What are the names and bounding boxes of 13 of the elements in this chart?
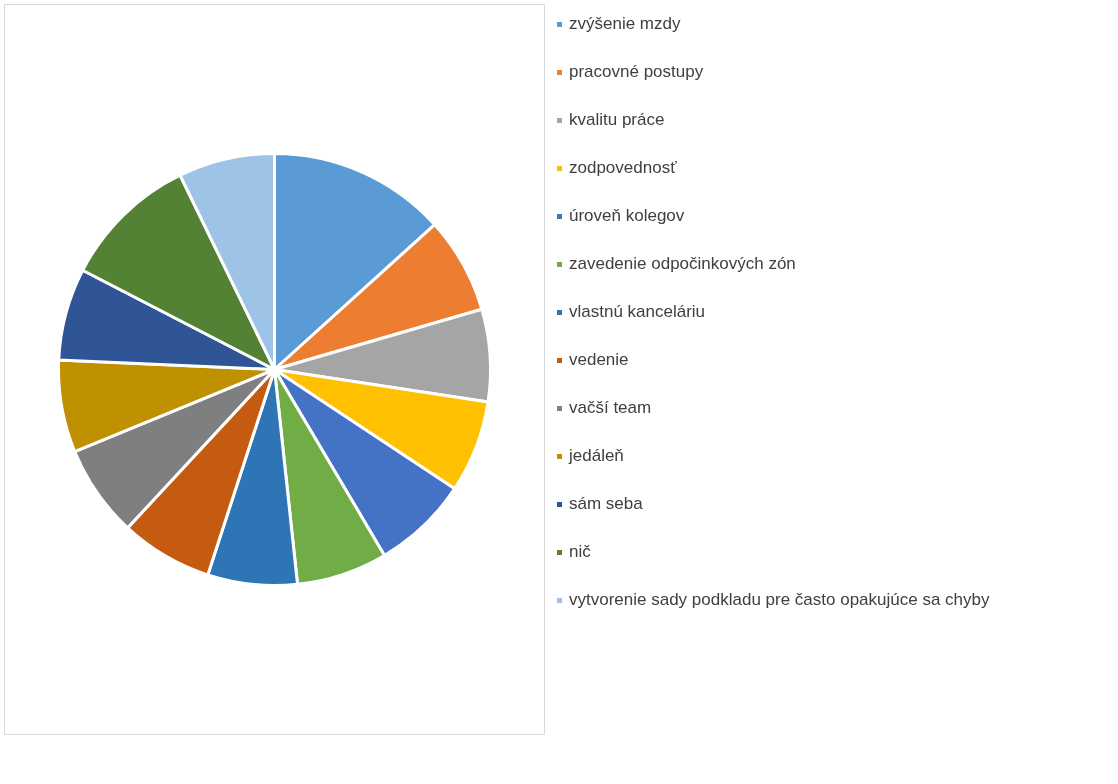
- legend-label: nič: [569, 542, 591, 562]
- legend-label: úroveň kolegov: [569, 206, 685, 226]
- legend-label: jedáleň: [569, 446, 624, 466]
- legend-label: kvalitu práce: [569, 110, 665, 130]
- legend-label: vlastnú kanceláriu: [569, 302, 706, 322]
- legend-label: vačší team: [569, 398, 652, 418]
- legend-label: zvýšenie mzdy: [569, 14, 681, 34]
- legend-label: zavedenie odpočinkových zón: [569, 254, 796, 274]
- legend-label: vytvorenie sady podkladu pre často opakujúce sa chyby: [569, 590, 990, 610]
- legend-label: zodpovednosť: [569, 158, 677, 178]
- legend-label: pracovné postupy: [569, 62, 704, 82]
- legend-label: vedenie: [569, 350, 629, 370]
- legend-label: sám seba: [569, 494, 643, 514]
